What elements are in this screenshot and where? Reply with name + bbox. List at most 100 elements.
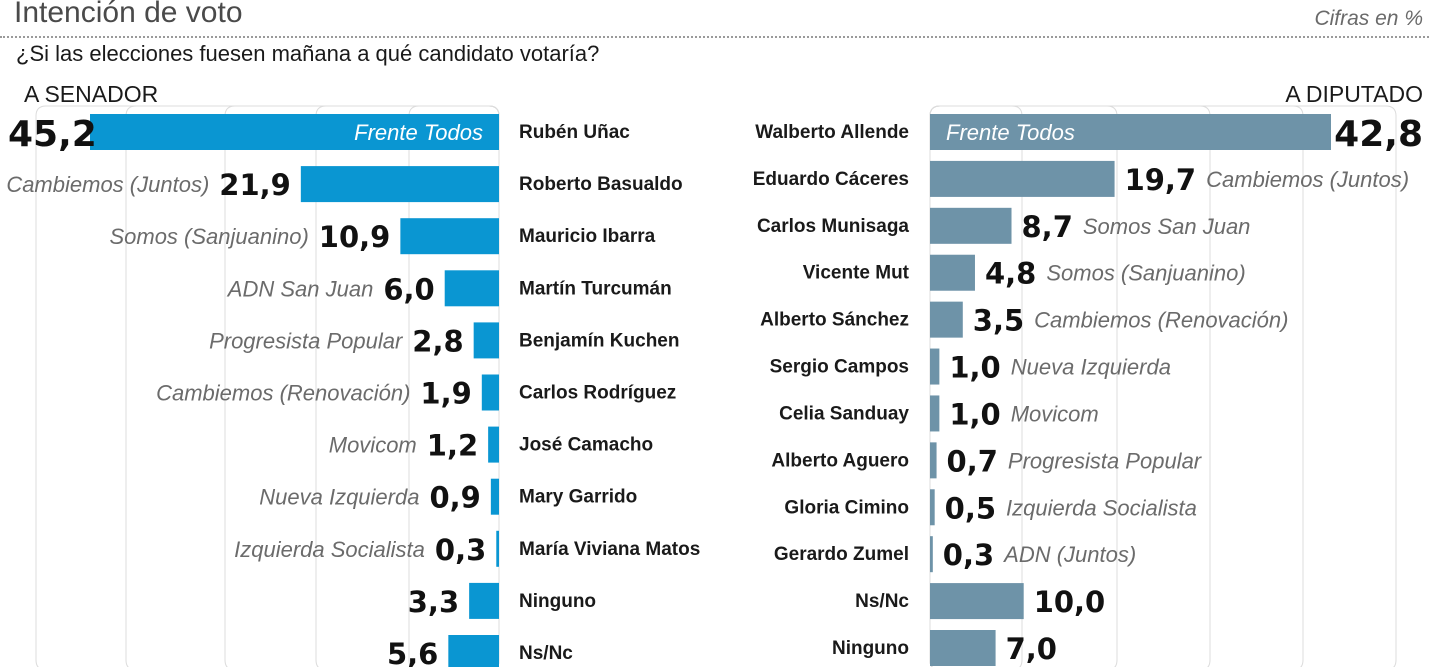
value-label: 0,5 xyxy=(945,491,996,525)
bar xyxy=(496,530,499,567)
candidate-name: Roberto Basualdo xyxy=(519,174,683,195)
diputado-row-sergio-campos: Sergio Campos 1,0 Nueva Izquierda xyxy=(770,348,1171,385)
party-label: ADN (Juntos) xyxy=(1002,542,1136,567)
grid-line xyxy=(929,105,1397,667)
candidate-name: Ns/Nc xyxy=(519,643,573,664)
party-label: Cambiemos (Renovación) xyxy=(1034,308,1288,333)
value-label: 1,2 xyxy=(427,429,478,463)
candidate-name: Ninguno xyxy=(832,638,909,659)
value-label: 4,8 xyxy=(985,257,1036,291)
value-label: 0,3 xyxy=(435,533,486,567)
party-label: Izquierda Socialista xyxy=(1006,495,1197,520)
value-label: 21,9 xyxy=(219,168,291,202)
diputado-row-carlos-munisaga: Carlos Munisaga 8,7 Somos San Juan xyxy=(757,207,1251,244)
senador-row-maria-viviana-matos: María Viviana Matos 0,3 Izquierda Socialis… xyxy=(234,530,700,567)
diputado-row-alberto-sanchez: Alberto Sánchez 3,5 Cambiemos (Renovación) xyxy=(760,301,1288,338)
party-label: ADN San Juan xyxy=(226,276,374,301)
bar xyxy=(481,374,499,411)
value-label: 8,7 xyxy=(1022,210,1073,244)
senador-row-jose-camacho: José Camacho 1,2 Movicom xyxy=(329,426,653,463)
diputado-row-celia-sanduay: Celia Sanduay 1,0 Movicom xyxy=(779,395,1099,432)
bar xyxy=(930,489,935,526)
candidate-name: Walberto Allende xyxy=(755,122,909,143)
diputado-row-alberto-aguero: Alberto Aguero 0,7 Progresista Popular xyxy=(771,442,1203,479)
diputado-row-vicente-mut: Vicente Mut 4,8 Somos (Sanjuanino) xyxy=(803,254,1246,291)
candidate-name: Benjamín Kuchen xyxy=(519,330,679,351)
senador-row-ruben-unac: Rubén Uñac 45,2 Frente Todos xyxy=(8,114,630,155)
bar xyxy=(930,207,1012,244)
header-divider xyxy=(0,36,1429,38)
candidate-name: Ninguno xyxy=(519,591,596,612)
bar xyxy=(488,426,499,463)
unit-label: Cifras en % xyxy=(1314,7,1423,30)
value-label: 3,3 xyxy=(408,585,459,619)
candidate-name: Carlos Rodríguez xyxy=(519,383,676,404)
diputado-row-eduardo-caceres: Eduardo Cáceres 19,7 Cambiemos (Juntos) xyxy=(753,160,1409,197)
candidate-name: Sergio Campos xyxy=(770,357,909,378)
party-label: Cambiemos (Juntos) xyxy=(1206,167,1409,192)
value-label: 0,9 xyxy=(429,481,480,515)
candidate-name: Gerardo Zumel xyxy=(774,544,909,565)
diputado-row-ns-nc: Ns/Nc 10,0 xyxy=(855,583,1106,620)
value-label: 1,9 xyxy=(420,377,471,411)
candidate-name: Ns/Nc xyxy=(855,591,909,612)
value-label: 0,7 xyxy=(947,444,998,478)
party-label: Frente Todos xyxy=(946,120,1075,145)
bar xyxy=(930,536,933,573)
value-label: 5,6 xyxy=(387,637,438,667)
party-label: Cambiemos (Juntos) xyxy=(6,172,209,197)
party-label: Somos San Juan xyxy=(1083,214,1251,239)
party-label: Movicom xyxy=(1011,401,1099,426)
candidate-name: María Viviana Matos xyxy=(519,539,700,560)
grid-line xyxy=(408,105,500,667)
senador-row-martin-turcuman: Martín Turcumán 6,0 ADN San Juan xyxy=(226,270,672,307)
value-label: 1,0 xyxy=(949,397,1000,431)
diputado-row-gerardo-zumel: Gerardo Zumel 0,3 ADN (Juntos) xyxy=(774,536,1136,573)
bar xyxy=(400,218,499,255)
value-label: 2,8 xyxy=(412,324,463,358)
candidate-name: Mary Garrido xyxy=(519,487,637,508)
candidate-name: Celia Sanduay xyxy=(779,403,909,424)
value-label: 1,0 xyxy=(949,351,1000,385)
value-label: 10,0 xyxy=(1034,585,1106,619)
bar xyxy=(930,114,1331,150)
bar xyxy=(90,114,499,150)
party-label: Izquierda Socialista xyxy=(234,537,425,562)
party-label: Frente Todos xyxy=(354,120,483,145)
value-label: 6,0 xyxy=(383,272,434,306)
value-label: 0,3 xyxy=(943,538,994,572)
diputado-row-walberto-allende: Walberto Allende 42,8 Frente Todos xyxy=(755,114,1423,155)
candidate-name: Carlos Munisaga xyxy=(757,216,909,237)
diputado-row-ninguno: Ninguno 7,0 xyxy=(832,630,1057,666)
candidate-name: José Camacho xyxy=(519,435,653,456)
survey-question: ¿Si las elecciones fuesen mañana a qué c… xyxy=(16,41,600,66)
senador-row-mauricio-ibarra: Mauricio Ibarra 10,9 Somos (Sanjuanino) xyxy=(109,218,656,255)
value-label: 7,0 xyxy=(1006,632,1057,666)
bar xyxy=(930,254,975,291)
diputado-panel: A DIPUTADO Walberto Allende 42,8 Frente To… xyxy=(753,81,1423,666)
bar xyxy=(469,582,499,619)
senador-row-carlos-rodriguez: Carlos Rodríguez 1,9 Cambiemos (Renovación… xyxy=(156,374,676,411)
bar xyxy=(930,630,996,666)
candidate-name: Vicente Mut xyxy=(803,263,910,284)
candidate-name: Martín Turcumán xyxy=(519,278,672,299)
bar xyxy=(930,348,940,385)
chart-title: Intención de voto xyxy=(14,0,243,29)
senador-row-ninguno: Ninguno 3,3 xyxy=(408,582,596,619)
bar xyxy=(930,160,1115,197)
senador-row-roberto-basualdo: Roberto Basualdo 21,9 Cambiemos (Juntos) xyxy=(6,166,683,203)
party-label: Nueva Izquierda xyxy=(259,485,419,510)
senador-panel: A SENADOR Rubén Uñac 45,2 Frente Todos Robe… xyxy=(6,81,700,667)
candidate-name: Alberto Aguero xyxy=(771,450,909,471)
party-label: Movicom xyxy=(329,433,417,458)
party-label: Progresista Popular xyxy=(1008,448,1203,473)
party-label: Progresista Popular xyxy=(209,328,404,353)
value-label: 45,2 xyxy=(8,114,97,155)
party-label: Nueva Izquierda xyxy=(1011,355,1171,380)
diputado-panel-title: A DIPUTADO xyxy=(1285,81,1423,107)
candidate-name: Alberto Sánchez xyxy=(760,310,909,331)
diputado-row-gloria-cimino: Gloria Cimino 0,5 Izquierda Socialista xyxy=(784,489,1197,526)
candidate-name: Gloria Cimino xyxy=(784,497,909,518)
value-label: 3,5 xyxy=(973,304,1024,338)
bar xyxy=(300,166,499,203)
